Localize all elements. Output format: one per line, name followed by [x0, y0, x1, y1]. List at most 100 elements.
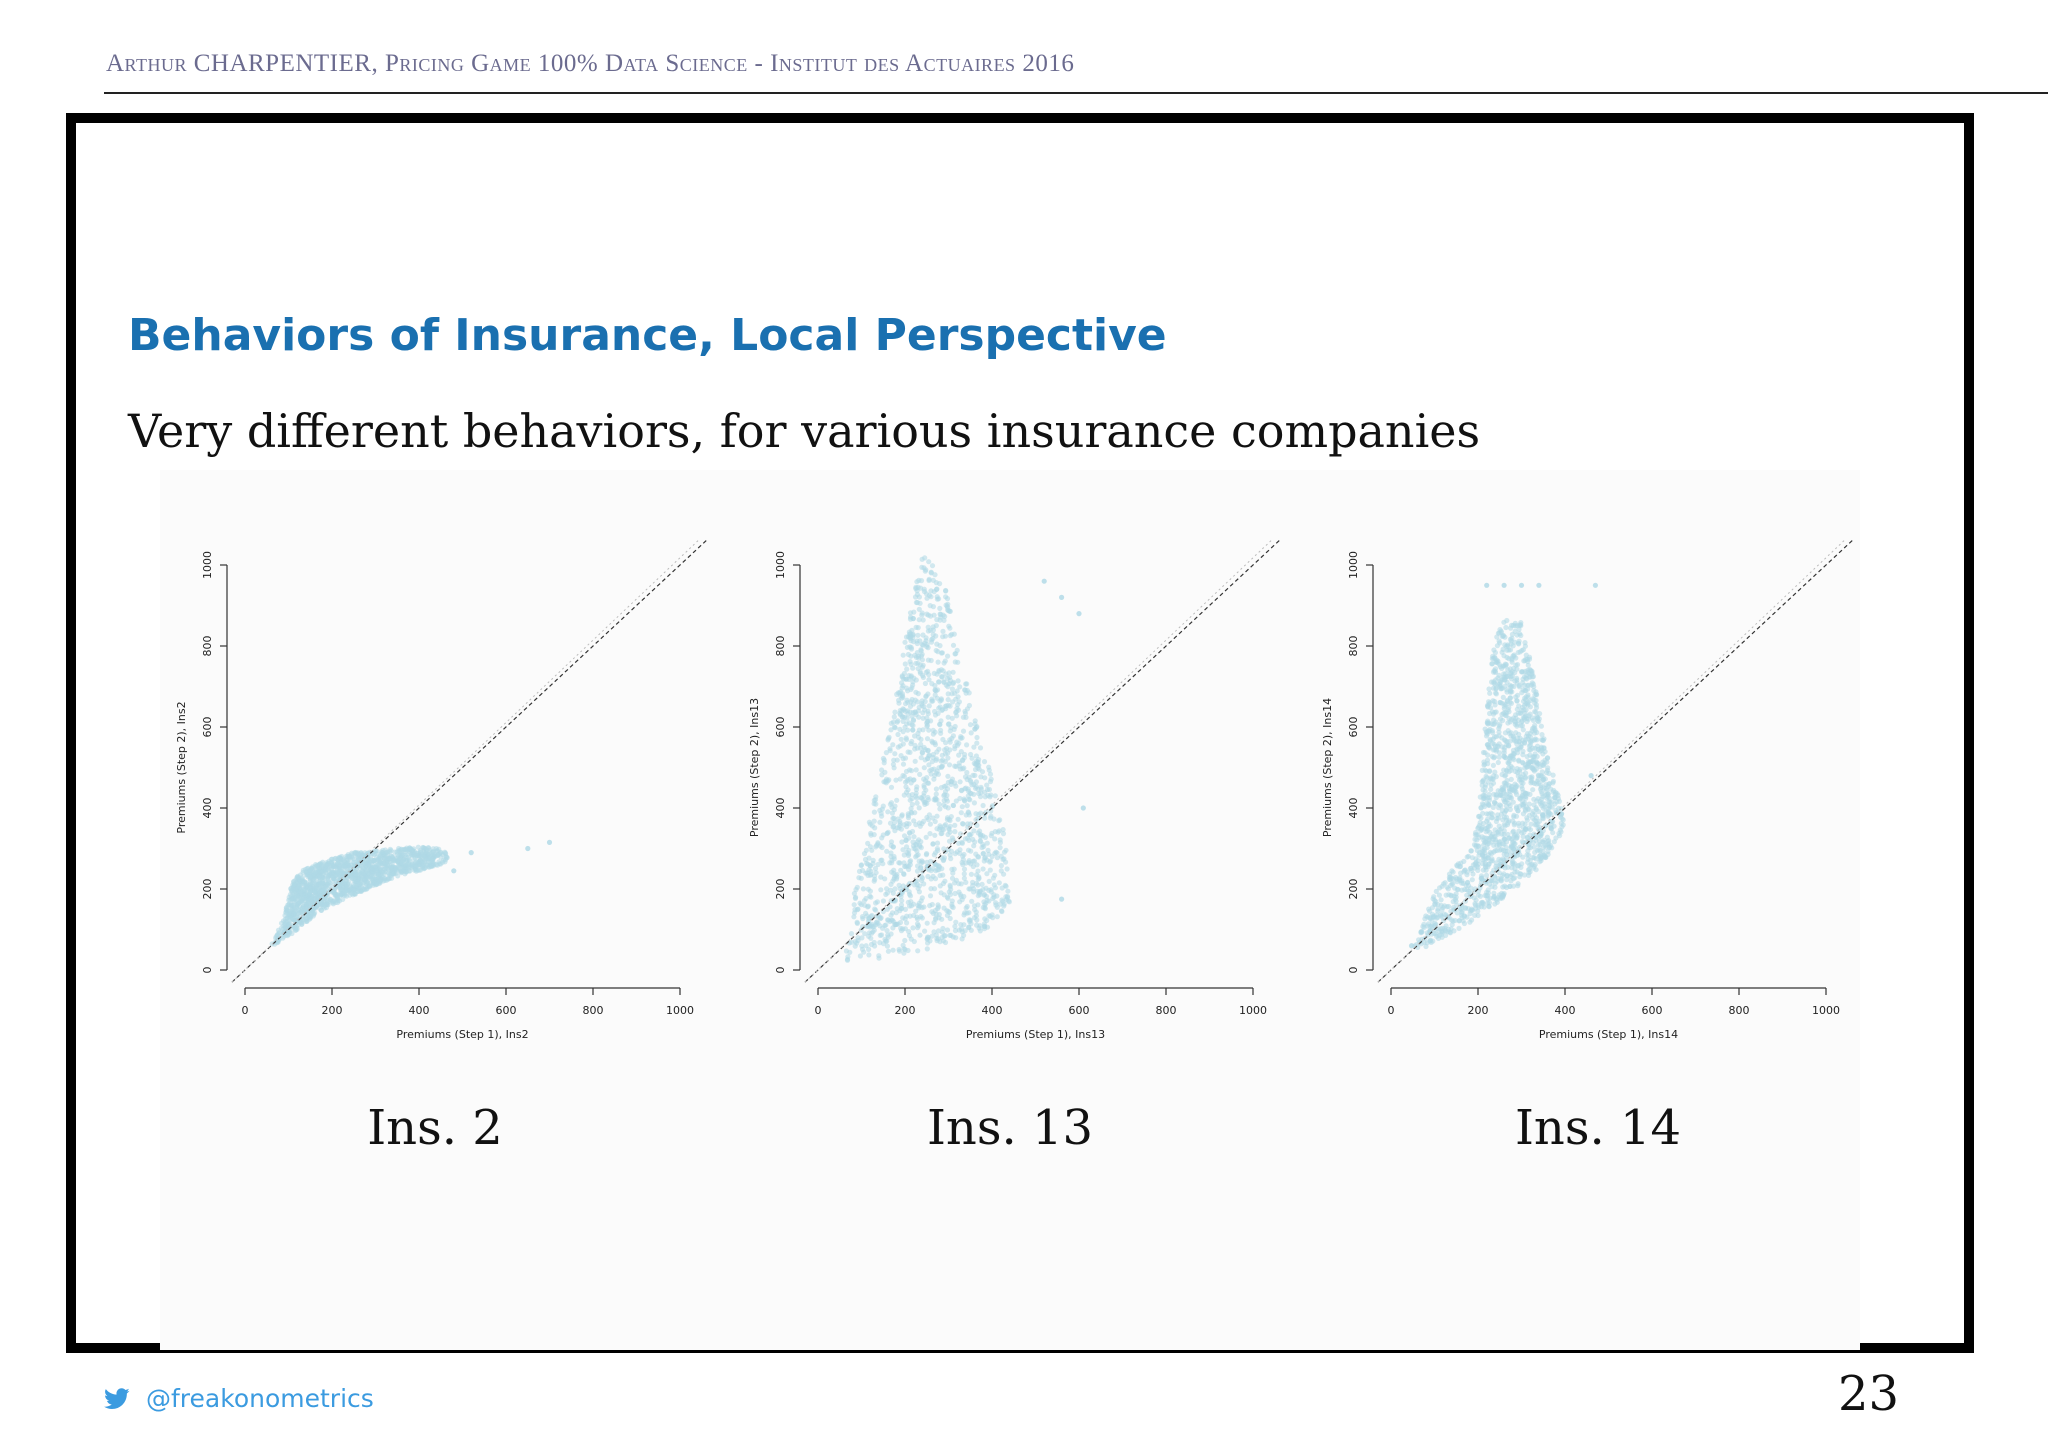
scatter-point: [974, 922, 980, 928]
scatter-point: [944, 596, 951, 602]
scatter-point: [1513, 784, 1519, 791]
scatter-point: [993, 902, 999, 908]
scatter-point: [1451, 893, 1457, 899]
scatter-point: [1500, 717, 1506, 724]
scatter-point: [960, 821, 966, 827]
scatter-point: [1534, 737, 1540, 743]
scatter-point: [854, 919, 860, 925]
scatter-point: [1416, 937, 1422, 943]
scatter-point: [880, 925, 886, 931]
scatter-point: [945, 714, 951, 720]
scatter-point: [938, 727, 944, 733]
scatter-point: [929, 637, 935, 643]
scatter-point: [937, 722, 943, 728]
scatter-point: [1497, 700, 1503, 706]
scatter-point: [949, 875, 956, 881]
scatter-point: [952, 829, 958, 835]
scatter-point: [1537, 786, 1544, 792]
scatter-point: [1487, 768, 1493, 774]
twitter-handle[interactable]: @freakonometrics: [104, 1384, 374, 1413]
scatter-point: [994, 850, 1000, 856]
scatter-point: [1531, 684, 1537, 690]
scatter-point: [864, 870, 870, 876]
scatter-point: [924, 723, 930, 730]
scatter-point: [908, 768, 915, 774]
scatter-point: [937, 883, 943, 889]
scatter-point: [382, 869, 388, 875]
scatter-point: [922, 757, 928, 763]
scatter-point: [944, 798, 950, 804]
scatter-point: [877, 819, 883, 825]
scatter-point: [1496, 805, 1502, 811]
scatter-point: [1498, 878, 1504, 884]
scatter-point: [871, 818, 877, 824]
scatter-point: [961, 893, 967, 900]
scatter-point: [940, 925, 946, 932]
scatter-point: [1520, 840, 1526, 846]
scatter-point: [932, 729, 938, 735]
scatter-point: [925, 816, 931, 823]
scatter-point: [906, 673, 912, 679]
scatter-point: [989, 912, 995, 918]
scatter-point: [388, 865, 394, 871]
scatter-point: [1551, 787, 1557, 794]
scatter-point: [973, 779, 979, 785]
scatter-point: [894, 719, 900, 725]
x-axis-label: Premiums (Step 1), Ins13: [966, 1028, 1105, 1041]
scatter-point: [410, 849, 416, 855]
scatter-point: [999, 908, 1005, 915]
scatter-point: [1519, 719, 1525, 725]
scatter-point: [934, 586, 940, 592]
scatter-point: [1525, 692, 1531, 698]
scatter-point: [1534, 715, 1540, 721]
scatter-point: [998, 863, 1004, 869]
scatter-point: [922, 555, 928, 561]
scatter-point: [1520, 752, 1526, 758]
scatter-point: [274, 932, 280, 938]
scatter-point: [930, 815, 936, 821]
scatter-point: [894, 691, 900, 697]
scatter-point: [906, 933, 913, 939]
scatter-point: [1427, 916, 1433, 922]
y-tick-label: 400: [201, 798, 214, 819]
scatter-point: [941, 660, 947, 666]
scatter-point: [1516, 731, 1522, 737]
scatter-point: [1457, 906, 1463, 912]
scatter-point: [1526, 866, 1532, 872]
scatter-point: [1467, 865, 1474, 871]
scatter-point: [937, 581, 943, 587]
scatter-point: [1535, 842, 1541, 848]
scatter-point: [1447, 874, 1453, 880]
scatter-point: [1515, 863, 1521, 869]
scatter-point: [851, 902, 857, 908]
scatter-point: [433, 846, 439, 852]
scatter-point: [287, 915, 293, 921]
scatter-point: [891, 807, 897, 813]
scatter-point: [1435, 914, 1441, 920]
scatter-point: [932, 687, 938, 693]
scatter-point: [924, 946, 930, 952]
scatter-point: [957, 779, 963, 785]
scatter-point: [289, 930, 295, 937]
scatter-point: [942, 939, 949, 946]
scatter-point: [971, 858, 978, 864]
scatter-point: [1486, 881, 1493, 887]
x-tick-label: 400: [982, 1004, 1003, 1017]
scatter-point: [858, 902, 864, 908]
scatter-point: [1521, 714, 1528, 720]
scatter-point: [1480, 810, 1486, 816]
scatter-point: [281, 929, 287, 935]
scatter-point: [898, 902, 905, 908]
scatter-point: [1588, 773, 1594, 779]
scatter-point: [955, 678, 961, 684]
scatter-point: [847, 949, 853, 955]
scatter-point: [982, 834, 988, 840]
scatter-point: [300, 867, 306, 873]
scatter-point: [924, 920, 930, 926]
scatter-point: [878, 887, 884, 893]
scatter-point: [1478, 815, 1484, 821]
caption-ins2: Ins. 2: [367, 1100, 503, 1156]
scatter-point: [936, 801, 942, 807]
scatter-point: [977, 794, 984, 800]
y-tick-label: 800: [1347, 636, 1360, 657]
